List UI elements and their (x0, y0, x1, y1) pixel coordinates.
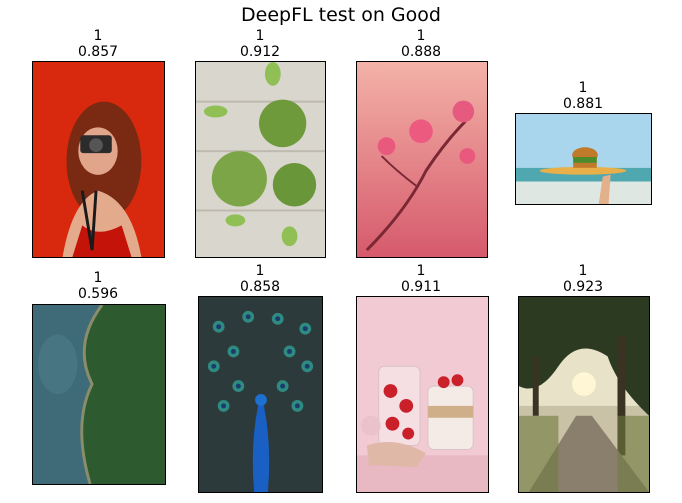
figure-title: DeepFL test on Good (241, 4, 441, 26)
panel-8-image (518, 296, 650, 493)
panel-7-score: 0.911 (400, 279, 442, 295)
panel-6-score: 0.858 (239, 279, 281, 295)
panel-1-class: 1 (93, 28, 103, 44)
panel-2-image (195, 61, 326, 258)
panel-1-label: 1 0.857 (43, 28, 153, 60)
panel-4-class: 1 (578, 80, 588, 96)
strawberry-jars-photo (357, 297, 488, 492)
aerial-forest-photo (33, 305, 165, 484)
panel-4-image (515, 113, 652, 205)
artichokes-photo (196, 62, 325, 257)
woman-camera-photo (33, 62, 164, 257)
panel-4-score: 0.881 (562, 96, 604, 112)
panel-5-image (32, 304, 166, 485)
panel-8-score: 0.923 (562, 279, 604, 295)
panel-7-label: 1 0.911 (366, 263, 476, 295)
panel-4-label: 1 0.881 (528, 80, 638, 112)
panel-1-score: 0.857 (77, 44, 119, 60)
peacock-photo (199, 297, 322, 492)
panel-3-score: 0.888 (400, 44, 442, 60)
panel-5-score: 0.596 (77, 286, 119, 302)
panel-3-class: 1 (416, 28, 426, 44)
panel-2-label: 1 0.912 (205, 28, 315, 60)
burger-beach-photo (516, 114, 651, 204)
panel-8-class: 1 (578, 263, 588, 279)
panel-2-class: 1 (255, 28, 265, 44)
panel-1-image (32, 61, 165, 258)
panel-2-score: 0.912 (239, 44, 281, 60)
panel-7-class: 1 (416, 263, 426, 279)
panel-8-label: 1 0.923 (528, 263, 638, 295)
pink-flowers-photo (357, 62, 487, 257)
panel-6-image (198, 296, 323, 493)
panel-3-image (356, 61, 488, 258)
panel-6-label: 1 0.858 (205, 263, 315, 295)
panel-6-class: 1 (255, 263, 265, 279)
tree-road-photo (519, 297, 649, 492)
panel-5-class: 1 (93, 270, 103, 286)
panel-3-label: 1 0.888 (366, 28, 476, 60)
panel-7-image (356, 296, 489, 493)
panel-5-label: 1 0.596 (43, 270, 153, 302)
